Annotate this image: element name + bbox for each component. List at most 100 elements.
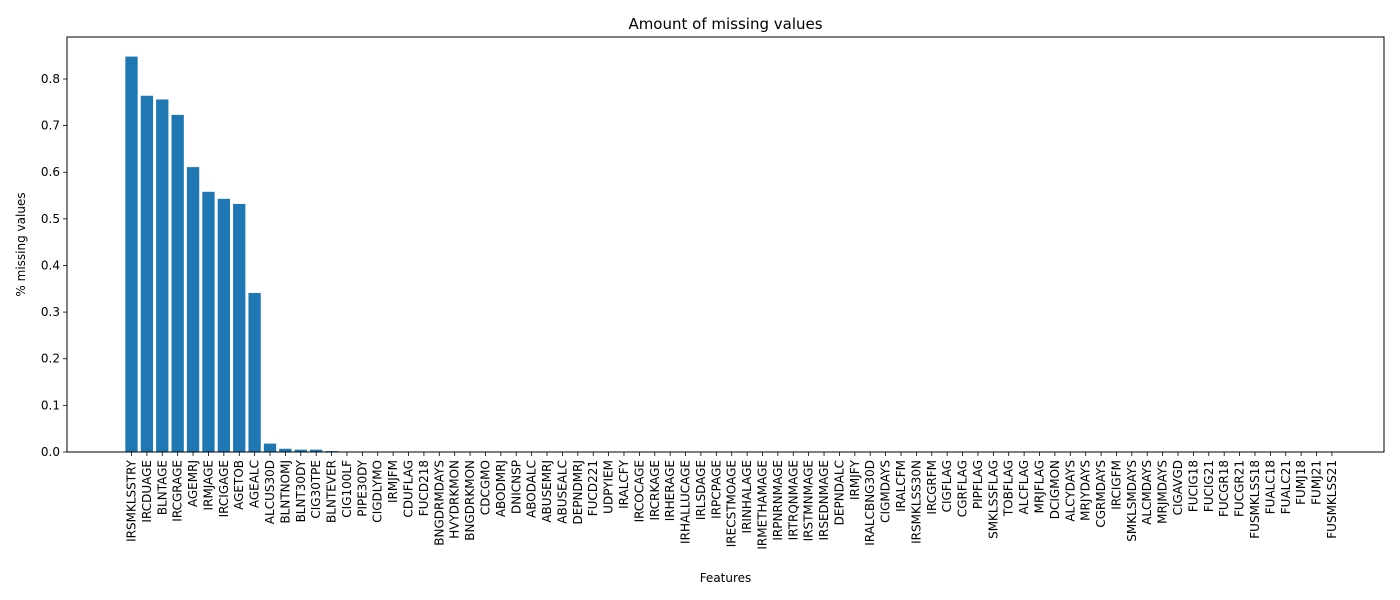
x-tick-label: FUCIG18 [1186, 460, 1200, 512]
x-tick-label: FUCD218 [417, 460, 431, 516]
y-tick-label: 0.8 [41, 72, 60, 86]
bar-agetob [233, 203, 246, 452]
x-tick-label: FUALC18 [1263, 460, 1277, 514]
x-tick-label: IRCIGFM [1109, 460, 1123, 510]
x-tick-label: IRMJFY [848, 459, 862, 500]
x-tick-label: ALCUS30D [263, 460, 277, 524]
x-tick-label: IRMJAGE [201, 460, 215, 510]
x-tick-label: DEPNDALC [832, 460, 846, 525]
bar-ircgrage [171, 114, 184, 453]
x-tick-label: ABUSEALC [555, 460, 569, 524]
bar-agealc [248, 292, 261, 452]
x-tick-label: IRCGRAGE [171, 460, 185, 522]
x-tick-label: IRCRKAGE [648, 460, 662, 521]
x-tick-label: IRMJFM [386, 460, 400, 503]
x-tick-label: IRALCFY [617, 459, 631, 509]
x-tick-label: TOBFLAG [1002, 460, 1016, 517]
x-tick-label: IRALCFM [894, 460, 908, 512]
bar-irsmklsstry [125, 56, 138, 452]
x-tick-label: ALCMDAYS [1140, 460, 1154, 525]
x-tick-label: CDUFLAG [402, 460, 416, 518]
y-tick-label: 0.3 [41, 305, 60, 319]
bar-irmjage [202, 191, 215, 452]
x-tick-label: CGRMDAYS [1094, 460, 1108, 528]
x-tick-label: ABUSEMRJ [540, 460, 554, 523]
bar-ircduage [140, 95, 154, 452]
x-axis: IRSMKLSSTRY IRCDUAGE BLNTAGE IRCGRAGE AGEMRJ… [125, 452, 1339, 550]
x-tick-label: CIGAVGD [1171, 460, 1185, 515]
y-tick-label: 0.7 [41, 119, 60, 133]
x-tick-label: ABODMRJ [494, 460, 508, 517]
bar-blnt30dy [294, 449, 307, 452]
y-tick-label: 0.4 [41, 258, 60, 272]
x-tick-label: FUSMKLSS21 [1325, 460, 1339, 539]
x-tick-label: MRJFLAG [1033, 460, 1047, 513]
x-tick-label: FUCIG21 [1202, 460, 1216, 512]
x-tick-label: IRINHALAGE [740, 460, 754, 533]
x-tick-label: FUMJ21 [1310, 460, 1324, 505]
bar-blntage [156, 99, 169, 452]
x-tick-label: IRPCPAGE [709, 460, 723, 519]
x-tick-label: BLNTEVER [325, 460, 339, 523]
y-axis: 0.0 0.1 0.2 0.3 0.4 0.5 0.6 0.7 0.8 [41, 72, 67, 459]
x-tick-label: DNICNSP [509, 460, 523, 514]
x-tick-label: CIGFLAG [940, 460, 954, 512]
bar-blntnomj [279, 448, 292, 452]
x-tick-label: AGEMRJ [186, 460, 200, 507]
x-tick-label: IRHERAGE [663, 460, 677, 521]
x-tick-label: IRSMKLSS30N [909, 460, 923, 544]
x-tick-label: FUALC21 [1279, 460, 1293, 514]
x-tick-label: CGRFLAG [956, 460, 970, 517]
x-axis-title: Features [700, 571, 752, 585]
x-tick-label: CIG30TPE [309, 460, 323, 519]
y-tick-label: 0.5 [41, 212, 60, 226]
x-tick-label: IRCOCAGE [632, 460, 646, 522]
x-tick-label: IRHALLUCAGE [679, 460, 693, 544]
x-tick-label: UDPYIEM [602, 460, 616, 514]
x-tick-label: BNGDRMDAYS [432, 460, 446, 546]
x-tick-label: IRCGRFM [925, 460, 939, 515]
x-tick-label: CIGMDAYS [879, 460, 893, 523]
x-tick-label: FUCGR21 [1233, 460, 1247, 517]
x-tick-label: IRTRQNMAGE [786, 460, 800, 540]
bar-alcus30d [263, 443, 277, 452]
y-tick-label: 0.1 [41, 398, 60, 412]
x-tick-label: IRCDUAGE [140, 460, 154, 523]
x-tick-label: CDCGMO [478, 460, 492, 515]
x-tick-label: FUCD221 [586, 460, 600, 516]
x-tick-label: BNGDRKMON [463, 460, 477, 541]
x-tick-label: ABODALC [525, 460, 539, 518]
x-tick-label: BLNT30DY [294, 459, 308, 522]
x-tick-label: MRJMDAYS [1156, 460, 1170, 524]
bar-agemrj [186, 167, 200, 452]
x-tick-label: IRCIGAGE [217, 460, 231, 517]
x-tick-label: PIPE30DY [355, 459, 369, 516]
x-tick-label: DEPNDMRJ [571, 460, 585, 525]
x-tick-label: PIPFLAG [971, 460, 985, 509]
x-tick-label: IRSTMNMAGE [802, 460, 816, 541]
x-tick-label: CIGDLYMO [371, 460, 385, 523]
x-tick-label: IRSEDNMAGE [817, 460, 831, 541]
x-tick-label: BLNTNOMJ [278, 460, 292, 524]
x-tick-label: IRPNRNMAGE [771, 460, 785, 541]
x-tick-label: ALCYDAYS [1063, 460, 1077, 522]
plot-frame [66, 36, 1385, 453]
x-tick-label: FUMJ18 [1294, 460, 1308, 505]
x-tick-label: FUSMKLSS18 [1248, 460, 1262, 539]
x-tick-label: FUCGR18 [1217, 460, 1231, 517]
x-tick-label: ALCFLAG [1017, 460, 1031, 514]
y-tick-label: 0.2 [41, 352, 60, 366]
x-tick-label: BLNTAGE [155, 460, 169, 515]
x-tick-label: CIG100LF [340, 460, 354, 518]
bar-cig30tpe [310, 449, 323, 452]
x-tick-label: AGETOB [232, 460, 246, 510]
x-tick-label: IRECSTMOAGE [725, 460, 739, 547]
x-tick-label: IRLSDAGE [694, 460, 708, 520]
x-tick-label: SMKLSMDAYS [1125, 460, 1139, 542]
x-tick-label: IRSMKLSSTRY [125, 459, 139, 542]
x-tick-label: HVYDRKMON [448, 460, 462, 539]
bar-ircigage [217, 198, 230, 452]
bars-group [125, 56, 938, 453]
x-tick-label: AGEALC [248, 460, 262, 508]
